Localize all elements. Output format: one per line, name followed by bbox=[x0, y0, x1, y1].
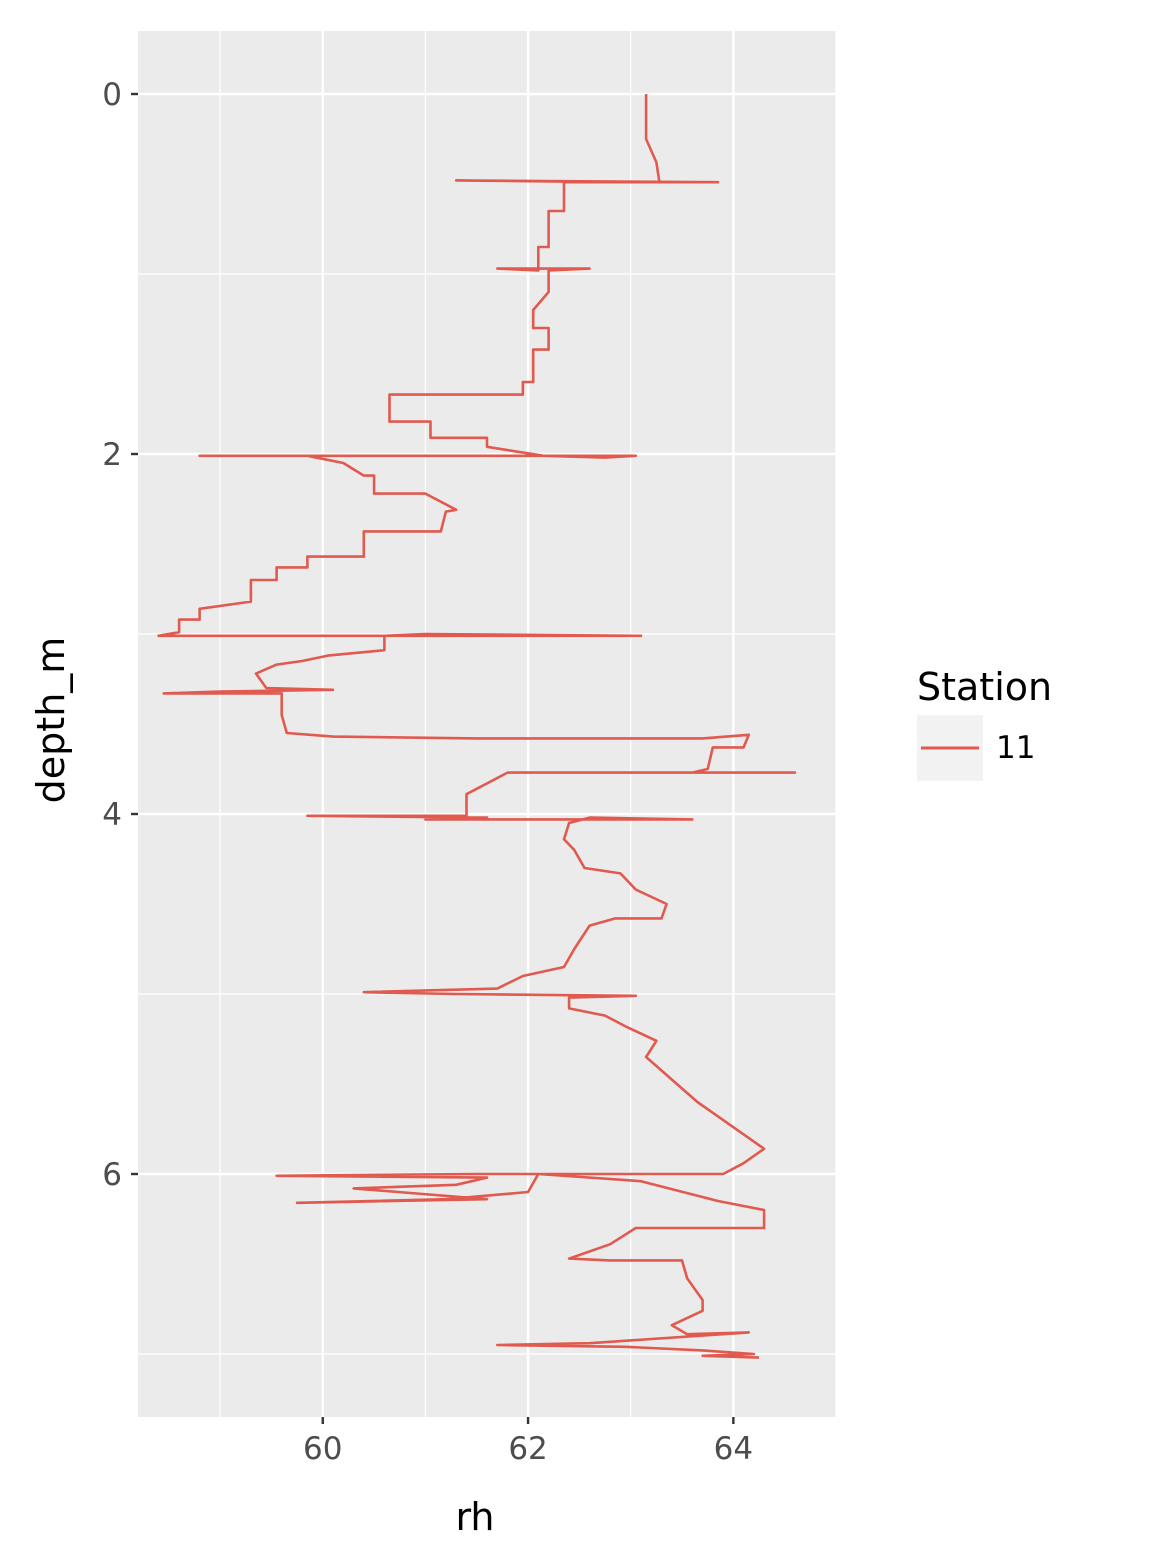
series-layer bbox=[157, 94, 797, 1359]
x-axis-title: rh bbox=[455, 1495, 494, 1539]
series-line-11 bbox=[157, 94, 797, 1359]
y-tick-label: 0 bbox=[102, 77, 122, 113]
x-tick-label: 62 bbox=[508, 1431, 547, 1467]
legend-entry-label: 11 bbox=[996, 730, 1035, 766]
y-axis-ticks: 0 2 4 6 bbox=[102, 77, 138, 1193]
y-tick-label: 4 bbox=[102, 797, 122, 833]
plot-panel bbox=[138, 31, 836, 1417]
legend-title: Station bbox=[917, 665, 1052, 709]
major-gridlines bbox=[138, 31, 836, 1417]
y-tick-label: 6 bbox=[102, 1157, 122, 1193]
y-tick-label: 2 bbox=[102, 437, 122, 473]
legend: Station 11 bbox=[917, 665, 1052, 781]
y-axis-title: depth_m bbox=[29, 637, 73, 804]
x-axis-ticks: 60 62 64 bbox=[303, 1417, 753, 1467]
x-tick-label: 64 bbox=[714, 1431, 753, 1467]
x-tick-label: 60 bbox=[303, 1431, 342, 1467]
